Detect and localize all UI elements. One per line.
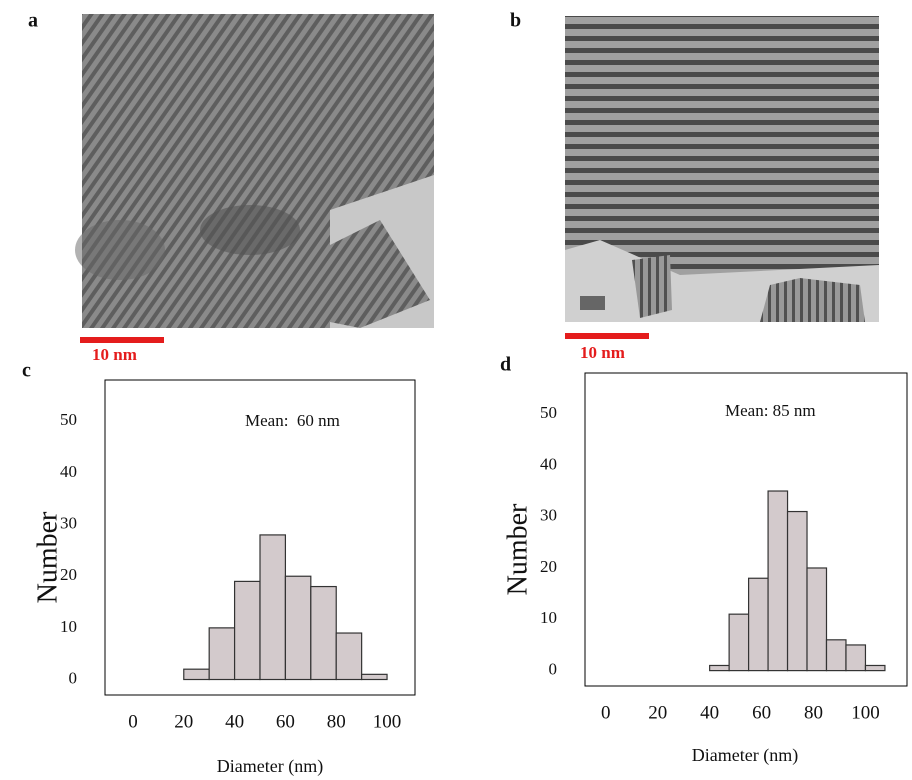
- annotation: Mean: 60 nm: [245, 411, 340, 430]
- x-tick-label: 80: [804, 702, 823, 723]
- y-tick-label: 0: [549, 660, 558, 679]
- bar: [284, 575, 312, 681]
- scale-bar-label: 10 nm: [92, 345, 137, 364]
- y-tick-label: 0: [69, 668, 78, 687]
- x-tick-label: 100: [373, 711, 402, 732]
- annotation: Mean: 85 nm: [725, 401, 816, 420]
- bar: [728, 613, 750, 672]
- bar: [825, 639, 847, 672]
- bar: [709, 664, 730, 672]
- y-tick-label: 40: [60, 462, 77, 481]
- bar: [767, 490, 789, 672]
- x-tick-label: 40: [700, 702, 719, 723]
- bar: [786, 510, 808, 672]
- plot-frame: [584, 372, 908, 687]
- bar: [335, 632, 363, 681]
- x-tick-label: 60: [752, 702, 771, 723]
- x-tick-label: 100: [851, 702, 880, 723]
- x-tick-label: 60: [276, 711, 295, 732]
- tem-image-a: [75, 14, 434, 328]
- bar: [864, 664, 886, 672]
- x-axis-label: Diameter (nm): [217, 756, 323, 777]
- panel-label: d: [500, 354, 511, 376]
- x-tick-label: 20: [648, 702, 667, 723]
- y-axis-label: Number: [502, 503, 533, 595]
- y-axis-label: Number: [32, 511, 63, 603]
- x-tick-label: 0: [128, 711, 138, 732]
- x-tick-label: 20: [174, 711, 193, 732]
- bar: [806, 567, 828, 672]
- bar: [208, 627, 236, 681]
- x-tick-label: 80: [327, 711, 346, 732]
- scale-bar-label: 10 nm: [580, 343, 625, 362]
- panel-label: a: [28, 10, 38, 32]
- y-tick-label: 20: [540, 557, 557, 576]
- bar: [310, 585, 337, 681]
- y-tick-label: 10: [540, 608, 557, 627]
- panel-label: c: [22, 360, 31, 382]
- y-tick-label: 40: [540, 454, 557, 473]
- x-tick-label: 40: [225, 711, 244, 732]
- x-axis-label: Diameter (nm): [692, 745, 798, 766]
- bar: [845, 644, 867, 672]
- y-tick-label: 10: [60, 617, 77, 636]
- y-tick-label: 30: [540, 506, 557, 525]
- panel-label: b: [510, 10, 521, 32]
- bar: [747, 577, 769, 672]
- x-tick-label: 0: [601, 702, 611, 723]
- plot-frame: [104, 379, 416, 696]
- y-tick-label: 50: [540, 403, 557, 422]
- bar: [259, 534, 287, 681]
- y-tick-label: 30: [60, 513, 77, 532]
- bar: [361, 673, 388, 681]
- bar: [183, 668, 210, 681]
- y-tick-label: 20: [60, 565, 77, 584]
- bar: [233, 580, 261, 681]
- y-tick-label: 50: [60, 410, 77, 429]
- tem-image-b: [565, 16, 879, 322]
